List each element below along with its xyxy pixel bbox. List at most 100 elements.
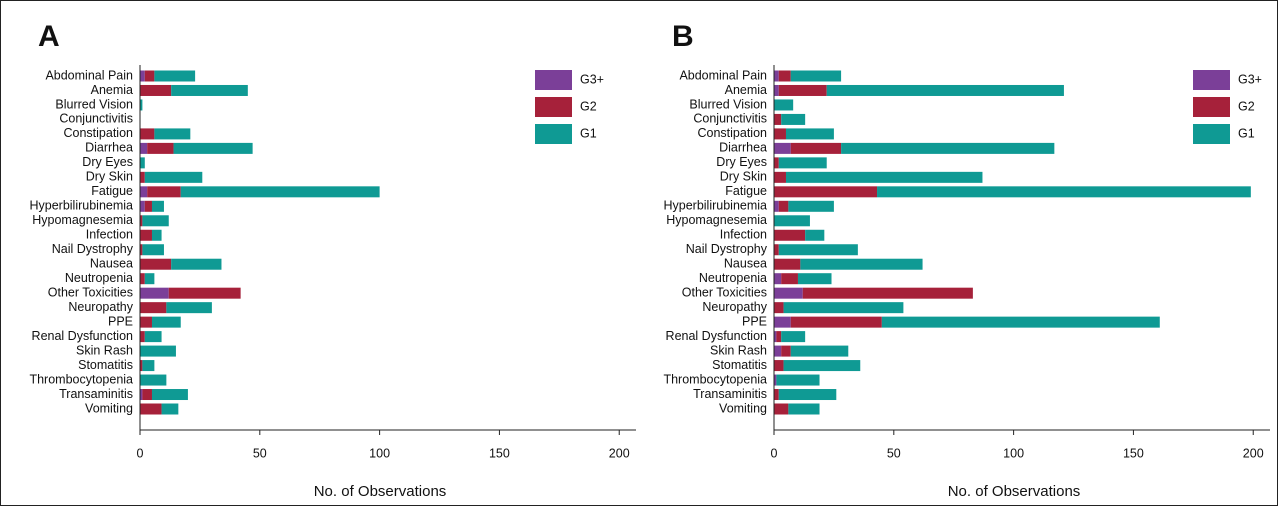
bar-segment (778, 244, 858, 256)
y-tick-label: Abdominal Pain (45, 68, 133, 82)
y-tick-label: Nausea (724, 257, 767, 271)
bar-segment (800, 258, 923, 270)
bar-segment (151, 389, 188, 401)
bar-segment (774, 113, 782, 125)
bar-segment (140, 229, 152, 241)
bar-segment (151, 316, 181, 328)
y-tick-label: Renal Dysfunction (666, 329, 767, 343)
bar-segment (774, 360, 784, 372)
bar-segment (142, 389, 152, 401)
bar-segment (144, 171, 203, 183)
bar-segment (778, 84, 827, 96)
bar-segment (774, 345, 782, 357)
bar-segment (140, 186, 148, 198)
bar-segment (140, 84, 172, 96)
bar-segment (797, 273, 832, 285)
bar-segment (140, 258, 172, 270)
bar-segment (154, 128, 191, 140)
bar-segment (142, 215, 169, 227)
bar-segment (140, 345, 176, 357)
y-tick-label: Nail Dystrophy (686, 242, 768, 256)
y-tick-label: Anemia (91, 83, 133, 97)
legend-label: G3+ (1238, 72, 1262, 86)
y-tick-label: Stomatitis (712, 358, 767, 372)
bar-segment (140, 171, 145, 183)
bar-segment (151, 229, 162, 241)
y-tick-label: Fatigue (91, 184, 133, 198)
bar-segment (140, 200, 145, 212)
bar-segment (781, 345, 791, 357)
bar-segment (790, 70, 842, 82)
bar-segment (154, 70, 196, 82)
bar-segment (790, 316, 882, 328)
y-tick-label: Blurred Vision (55, 97, 133, 111)
bar-segment (774, 403, 789, 415)
bar-segment (774, 316, 791, 328)
y-tick-label: Constipation (698, 126, 768, 140)
legend-label: G2 (580, 99, 597, 113)
y-tick-label: Neuropathy (68, 300, 133, 314)
y-tick-label: Diarrhea (85, 141, 133, 155)
bar-segment (774, 200, 779, 212)
y-tick-label: PPE (742, 314, 767, 328)
bar-segment (774, 142, 791, 154)
bar-segment (171, 84, 248, 96)
x-tick-label: 100 (1003, 446, 1024, 460)
y-tick-label: Hyperbilirubinemia (663, 199, 767, 213)
bar-segment (140, 302, 167, 314)
bar-segment (774, 331, 777, 343)
bar-segment (778, 200, 789, 212)
y-tick-label: Infection (86, 228, 133, 242)
y-tick-label: Hypomagnesemia (666, 213, 767, 227)
x-tick-label: 0 (771, 446, 778, 460)
bar-segment (173, 142, 253, 154)
y-tick-label: Other Toxicities (48, 285, 133, 299)
bar-segment (140, 157, 145, 169)
bar-segment (140, 244, 143, 256)
y-tick-label: Thrombocytopenia (29, 372, 133, 386)
bar-segment (774, 302, 784, 314)
bar-segment (776, 374, 820, 386)
x-axis-label: No. of Observations (948, 483, 1081, 500)
bar-segment (140, 215, 143, 227)
y-tick-label: Diarrhea (719, 141, 767, 155)
bar-segment (147, 186, 181, 198)
y-tick-label: Neutropenia (65, 271, 133, 285)
y-tick-label: Skin Rash (710, 343, 767, 357)
y-tick-label: Nail Dystrophy (52, 242, 134, 256)
bar-segment (140, 142, 148, 154)
bar-segment (881, 316, 1160, 328)
bar-segment (790, 345, 849, 357)
bar-segment (877, 186, 1251, 198)
bar-segment (140, 360, 143, 372)
bar-segment (781, 113, 806, 125)
bar-segment (774, 186, 878, 198)
legend-swatch (1193, 70, 1230, 90)
panel-label: A (38, 20, 60, 53)
bar-segment (774, 128, 786, 140)
bar-segment (774, 273, 782, 285)
bar-segment (144, 200, 152, 212)
legend-label: G1 (580, 126, 597, 140)
x-tick-label: 200 (1243, 446, 1264, 460)
y-tick-label: Vomiting (719, 401, 767, 415)
bar-segment (826, 84, 1064, 96)
y-tick-label: Neutropenia (699, 271, 767, 285)
legend-swatch (535, 124, 572, 144)
y-tick-label: Skin Rash (76, 343, 133, 357)
x-tick-label: 50 (253, 446, 267, 460)
y-tick-label: Thrombocytopenia (663, 372, 767, 386)
bar-segment (140, 389, 143, 401)
y-tick-label: PPE (108, 314, 133, 328)
y-tick-label: Dry Eyes (82, 155, 133, 169)
y-tick-label: Stomatitis (78, 358, 133, 372)
y-tick-label: Anemia (725, 83, 767, 97)
bar-segment (790, 142, 842, 154)
bar-segment (778, 157, 827, 169)
y-tick-label: Dry Skin (720, 170, 767, 184)
bar-segment (785, 171, 983, 183)
bar-segment (144, 70, 155, 82)
bar-segment (774, 258, 801, 270)
bar-segment (802, 287, 973, 299)
